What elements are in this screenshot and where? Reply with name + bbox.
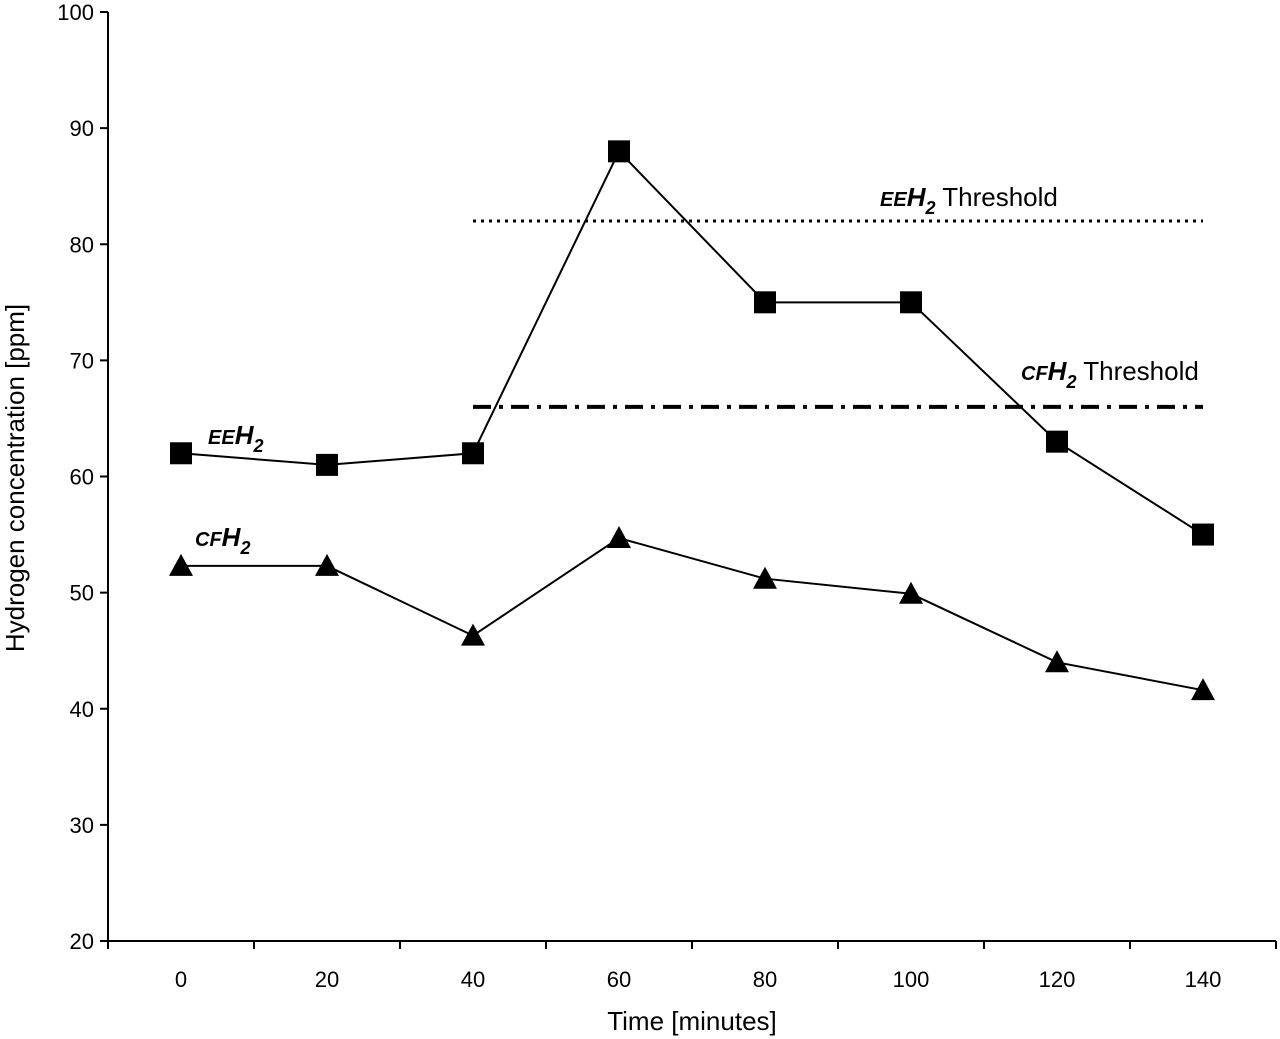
y-tick-label: 80 xyxy=(70,232,94,257)
data-point-triangle xyxy=(753,566,777,589)
data-point-square xyxy=(754,291,776,314)
data-point-square xyxy=(900,291,922,314)
x-tick-label: 100 xyxy=(893,967,930,992)
data-point-square xyxy=(1192,523,1214,546)
data-point-triangle xyxy=(607,526,631,549)
y-tick-label: 90 xyxy=(70,116,94,141)
series-0 xyxy=(170,140,1214,546)
y-tick-label: 70 xyxy=(70,348,94,373)
x-tick-label: 120 xyxy=(1039,967,1076,992)
y-tick-label: 60 xyxy=(70,465,94,490)
data-point-square xyxy=(462,442,484,465)
data-point-triangle xyxy=(169,553,193,576)
x-tick-label: 0 xyxy=(175,967,187,992)
x-tick-label: 140 xyxy=(1185,967,1222,992)
x-tick-label: 80 xyxy=(753,967,777,992)
series-line-0 xyxy=(180,149,1204,536)
data-point-triangle xyxy=(1045,650,1069,673)
x-axis-title: Time [minutes] xyxy=(607,1006,777,1036)
data-point-triangle xyxy=(899,581,923,604)
x-tick-label: 20 xyxy=(315,967,339,992)
y-tick-label: 100 xyxy=(57,0,94,25)
series-line-1 xyxy=(181,536,1204,692)
data-point-square xyxy=(1046,430,1068,453)
threshold-label-ee: EEH2 Threshold xyxy=(880,182,1058,218)
axes: 20 30 40 50 60 70 80 90 100 0 20 40 60 80 100 120 140 xyxy=(57,0,1277,992)
threshold-lines xyxy=(473,219,1203,409)
threshold-label-cf: CFH2 Threshold xyxy=(1021,356,1199,392)
data-point-square xyxy=(316,453,338,476)
y-tick-label: 30 xyxy=(70,813,94,838)
data-point-square xyxy=(608,140,630,163)
x-tick-label: 40 xyxy=(461,967,485,992)
data-point-triangle xyxy=(1191,678,1215,701)
data-point-square xyxy=(170,442,192,465)
x-tick-label: 60 xyxy=(607,967,631,992)
data-point-triangle xyxy=(315,553,339,576)
series-label-ee: EEH2 xyxy=(208,420,263,456)
series-label-cf: CFH2 xyxy=(195,522,250,558)
series-group xyxy=(169,140,1215,701)
y-tick-label: 40 xyxy=(70,697,94,722)
y-axis-title: Hydrogen concentration [ppm] xyxy=(0,304,30,652)
y-tick-label: 50 xyxy=(70,581,94,606)
series-1 xyxy=(169,526,1215,701)
y-tick-label: 20 xyxy=(70,929,94,954)
data-point-triangle xyxy=(461,623,485,646)
